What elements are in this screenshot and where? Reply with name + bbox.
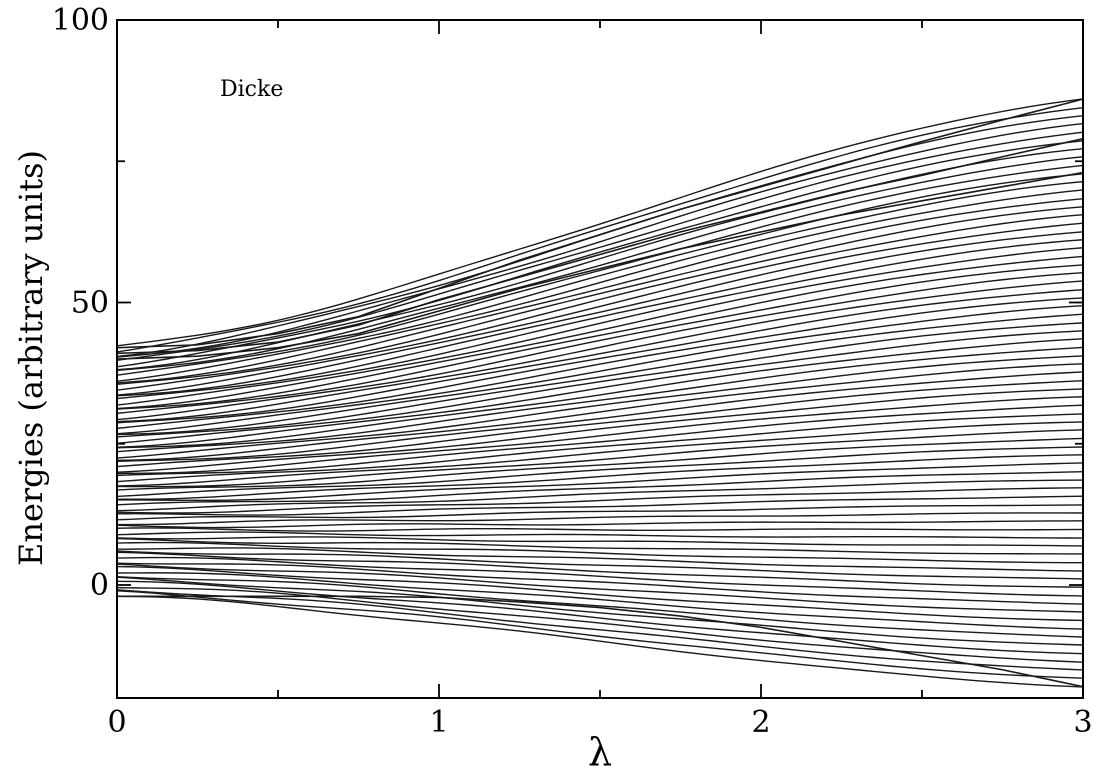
- energy-level-line: [117, 355, 1083, 459]
- energy-level-line: [117, 330, 1083, 448]
- energy-level-line: [117, 550, 1083, 580]
- envelope-line-2: [117, 171, 1083, 360]
- energy-level-line: [117, 595, 1083, 688]
- energy-level-line: [117, 140, 1083, 368]
- x-axis-title: λ: [588, 730, 612, 772]
- energy-level-line: [117, 520, 1083, 529]
- energy-level-line: [117, 180, 1083, 384]
- energy-level-line: [117, 313, 1083, 438]
- energy-level-line: [117, 289, 1083, 430]
- energy-level-line: [117, 247, 1083, 410]
- x-tick-label: 2: [751, 705, 770, 740]
- energy-level-line: [117, 556, 1083, 597]
- energy-level-line: [117, 504, 1083, 521]
- energy-level-line: [117, 396, 1083, 475]
- energy-level-line: [117, 98, 1083, 347]
- energy-level-line: [117, 231, 1083, 406]
- energy-level-line: [117, 562, 1083, 605]
- energy-level-lines: [117, 98, 1083, 688]
- y-tick-label: 100: [52, 3, 109, 38]
- energy-level-line: [117, 255, 1083, 415]
- energy-level-line: [117, 512, 1083, 526]
- energy-level-line: [117, 115, 1083, 358]
- energy-level-line: [117, 471, 1083, 506]
- axis-tick-labels: 0 1 2 3 0 50 100: [52, 3, 1093, 740]
- energy-level-line: [117, 590, 1083, 679]
- energy-level-line: [117, 122, 1083, 358]
- energy-level-line: [117, 421, 1083, 487]
- energy-level-line: [117, 586, 1083, 663]
- energy-level-line: [117, 462, 1083, 502]
- energy-level-line: [117, 527, 1083, 532]
- energy-level-line: [117, 404, 1083, 477]
- energy-level-line: [117, 388, 1083, 473]
- energy-level-line: [117, 239, 1083, 410]
- energy-level-line: [117, 106, 1083, 353]
- annotation-label: Dicke: [220, 77, 283, 102]
- energy-level-line: [117, 264, 1083, 421]
- energy-level-line: [117, 189, 1083, 385]
- y-tick-label: 50: [71, 286, 109, 321]
- energy-level-line: [117, 271, 1083, 423]
- energy-level-line: [117, 346, 1083, 453]
- axis-ticks: [116, 19, 1084, 698]
- energy-level-line: [117, 213, 1083, 397]
- energy-level-line: [117, 572, 1083, 630]
- envelope-line-3: [117, 595, 1083, 688]
- energy-level-line: [117, 565, 1083, 622]
- energy-level-line: [117, 413, 1083, 483]
- energy-level-line: [117, 454, 1083, 500]
- energy-level-line: [117, 551, 1083, 588]
- energy-level-line: [117, 487, 1083, 514]
- energy-level-line: [117, 589, 1083, 671]
- energy-level-line: [117, 206, 1083, 396]
- energy-level-line: [117, 131, 1083, 361]
- energy-level-line: [117, 495, 1083, 516]
- energy-level-line: [117, 173, 1083, 382]
- energy-level-line: [117, 437, 1083, 491]
- energy-level-line: [117, 531, 1083, 539]
- y-tick-label: 0: [90, 568, 109, 603]
- energy-level-line: [117, 164, 1083, 376]
- energy-level-line: [117, 363, 1083, 462]
- x-tick-label: 3: [1073, 705, 1092, 740]
- energy-level-line: [117, 537, 1083, 555]
- energy-level-line: [117, 338, 1083, 449]
- energy-level-line: [117, 446, 1083, 498]
- energy-level-line: [117, 222, 1083, 400]
- energy-level-line: [117, 429, 1083, 488]
- envelope-line-1: [117, 137, 1083, 355]
- energy-level-line: [117, 547, 1083, 572]
- energy-level-line: [117, 536, 1083, 547]
- envelope-line-0: [117, 98, 1083, 349]
- energy-level-line: [117, 563, 1083, 613]
- energy-level-line: [117, 198, 1083, 391]
- energy-level-line: [117, 576, 1083, 646]
- energy-level-line: [117, 541, 1083, 564]
- energy-level-line: [117, 322, 1083, 445]
- energy-level-line: [117, 371, 1083, 463]
- y-axis-title: Energies (arbitrary units): [12, 150, 50, 566]
- x-tick-label: 1: [429, 705, 448, 740]
- energy-level-line: [117, 380, 1083, 468]
- energy-level-line: [117, 575, 1083, 638]
- energy-level-line: [117, 479, 1083, 512]
- energy-level-line: [117, 580, 1083, 655]
- x-tick-label: 0: [107, 705, 126, 740]
- energy-level-line: [117, 156, 1083, 372]
- energy-level-line: [117, 305, 1083, 436]
- energy-level-line: [117, 280, 1083, 424]
- energy-level-line: [117, 297, 1083, 435]
